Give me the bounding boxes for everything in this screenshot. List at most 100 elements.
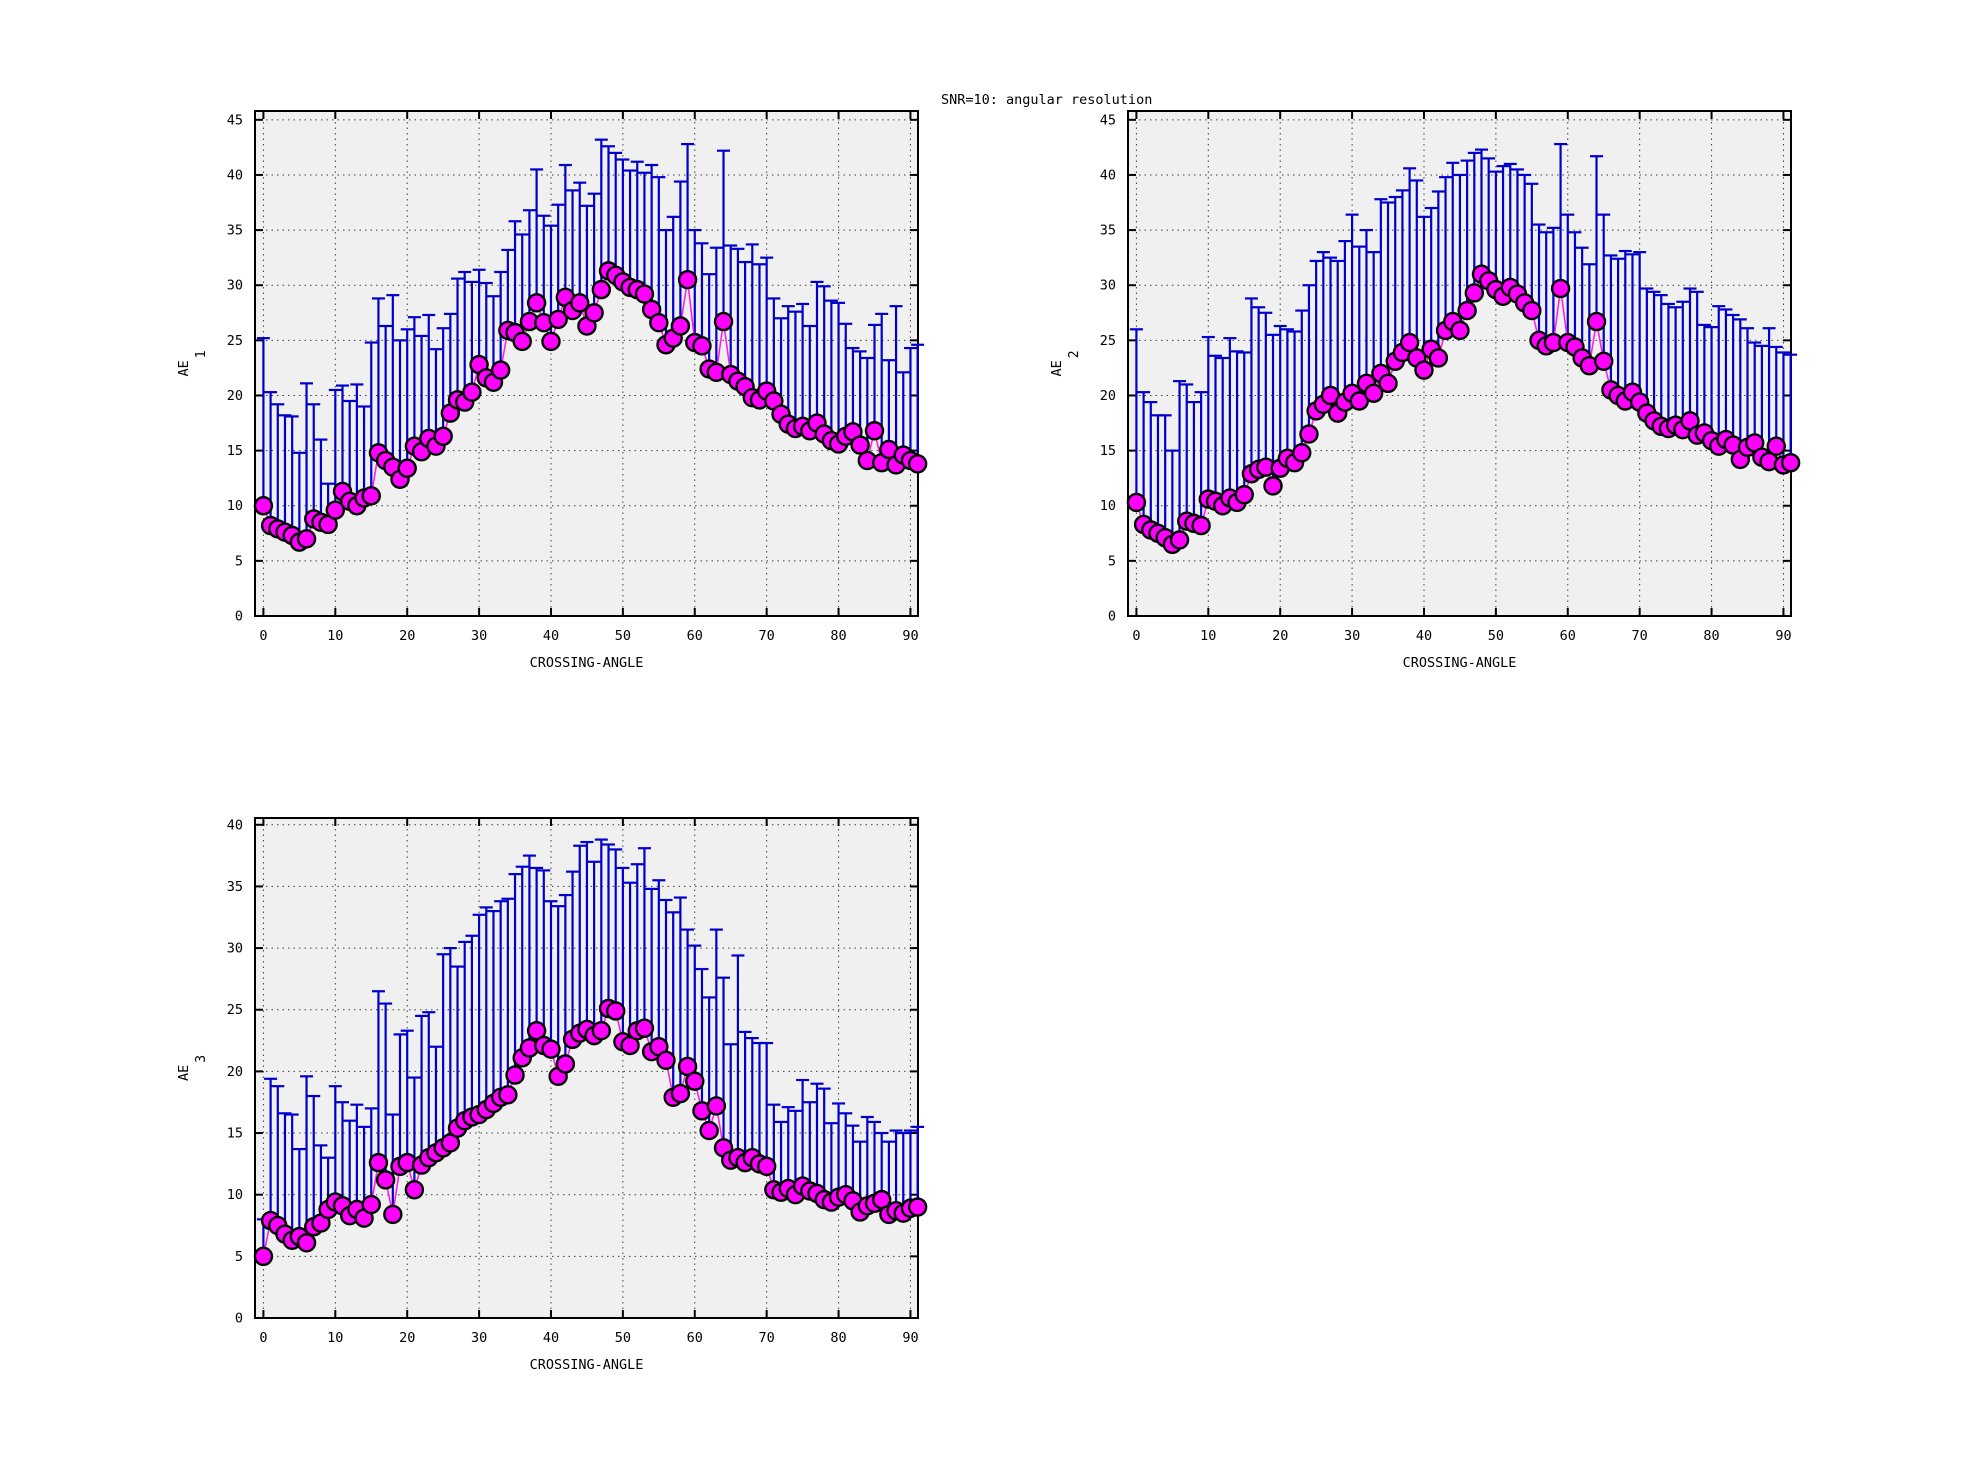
x-tick-label: 70: [759, 628, 775, 644]
data-point: [253, 496, 274, 516]
y-axis-label-subscript: 2: [1067, 350, 1082, 358]
y-tick-label: 10: [227, 1187, 243, 1203]
y-tick-label: 5: [235, 553, 243, 569]
y-tick-label: 40: [227, 167, 243, 183]
y-tick-label: 15: [227, 1126, 243, 1142]
y-tick-label: 25: [1100, 333, 1116, 349]
y-axis-label: AE2: [1049, 350, 1082, 376]
x-axis-label: CROSSING-ANGLE: [1403, 655, 1517, 671]
data-point: [1428, 348, 1449, 368]
y-tick-label: 25: [227, 333, 243, 349]
data-point: [634, 1018, 655, 1038]
data-point: [1766, 436, 1786, 456]
data-point: [296, 1233, 317, 1253]
figure-title: SNR=10: angular resolution: [941, 92, 1153, 108]
x-tick-label: 80: [830, 1330, 846, 1346]
y-axis-label-subscript: 3: [194, 1055, 209, 1063]
data-point: [591, 1021, 612, 1041]
y-tick-label: 5: [1108, 553, 1116, 569]
data-point: [670, 1083, 691, 1104]
data-point: [383, 1204, 403, 1225]
data-point: [361, 1194, 381, 1215]
y-tick-label: 0: [1108, 609, 1116, 625]
y-tick-label: 5: [235, 1249, 243, 1265]
x-tick-label: 70: [759, 1330, 775, 1346]
data-point: [850, 435, 870, 455]
y-tick-label: 25: [227, 1002, 243, 1018]
data-point: [296, 529, 317, 549]
data-point: [498, 1085, 518, 1105]
data-point: [649, 313, 669, 333]
data-point: [634, 284, 655, 304]
data-point: [706, 1096, 727, 1116]
data-point: [1522, 300, 1542, 321]
y-tick-label: 15: [227, 443, 243, 459]
x-tick-label: 0: [1132, 628, 1140, 644]
x-tick-label: 40: [1416, 628, 1432, 644]
data-point: [570, 293, 590, 313]
x-tick-label: 30: [471, 628, 487, 644]
x-tick-label: 20: [399, 628, 415, 644]
x-tick-label: 50: [615, 1330, 631, 1346]
data-point: [253, 1246, 274, 1267]
x-tick-label: 40: [543, 628, 559, 644]
x-tick-label: 20: [399, 1330, 415, 1346]
data-point: [677, 270, 698, 290]
x-tick-label: 10: [327, 628, 343, 644]
data-point: [584, 303, 604, 323]
data-point: [462, 382, 482, 402]
data-point: [375, 1170, 396, 1190]
data-point: [361, 486, 381, 506]
y-tick-label: 20: [227, 388, 243, 404]
y-axis-label: AE1: [176, 350, 209, 376]
y-tick-label: 20: [227, 1064, 243, 1080]
data-point: [397, 458, 417, 478]
data-point: [541, 331, 561, 352]
x-tick-label: 90: [1775, 628, 1791, 644]
x-tick-label: 60: [1560, 628, 1576, 644]
y-axis-label: AE3: [176, 1055, 209, 1081]
data-point: [1414, 360, 1434, 380]
x-tick-label: 60: [687, 628, 703, 644]
data-point: [692, 336, 712, 356]
data-point: [505, 1065, 525, 1085]
x-axis-label: CROSSING-ANGLE: [530, 1357, 644, 1373]
data-point: [685, 1071, 705, 1091]
data-point: [1292, 443, 1312, 463]
y-axis-label-subscript: 1: [194, 350, 209, 358]
x-tick-label: 50: [1488, 628, 1504, 644]
data-point: [907, 1197, 928, 1217]
x-tick-label: 80: [830, 628, 846, 644]
data-point: [548, 309, 568, 330]
data-point: [1594, 351, 1614, 371]
data-point: [1450, 320, 1470, 341]
chart-ae2: 0 10 20 30 40 50 60 70 80 90 0 5 10 15 20 25 30 35 40 45 CRO…: [1049, 110, 1801, 671]
data-point: [1464, 283, 1485, 303]
data-point: [490, 360, 511, 380]
data-point: [1263, 476, 1283, 496]
data-point: [591, 279, 612, 300]
chart-ae1: 0 10 20 30 40 50 60 70 80 90 0 5 10 15 20 25 30 35 40 45 CRO…: [176, 110, 928, 671]
data-point: [1550, 278, 1571, 299]
x-tick-label: 0: [259, 628, 267, 644]
y-tick-label: 35: [227, 879, 243, 895]
x-tick-label: 40: [543, 1330, 559, 1346]
x-tick-label: 20: [1272, 628, 1288, 644]
data-point: [864, 421, 885, 441]
data-point: [404, 1180, 425, 1200]
y-tick-label: 20: [1100, 388, 1116, 404]
chart-ae3: 0 10 20 30 40 50 60 70 80 90 0 5 10 15 20 25 30 35 40 CROSS…: [176, 817, 928, 1373]
data-point: [1299, 424, 1319, 444]
data-point: [1349, 391, 1369, 411]
data-point: [1457, 300, 1477, 321]
data-point: [1399, 332, 1420, 353]
data-point: [512, 331, 532, 352]
x-tick-label: 90: [902, 628, 918, 644]
y-tick-label: 35: [1100, 223, 1116, 239]
y-tick-label: 30: [227, 278, 243, 294]
data-point: [555, 1054, 576, 1074]
data-point: [1234, 485, 1254, 505]
data-point: [1363, 383, 1384, 403]
data-point: [907, 454, 928, 474]
